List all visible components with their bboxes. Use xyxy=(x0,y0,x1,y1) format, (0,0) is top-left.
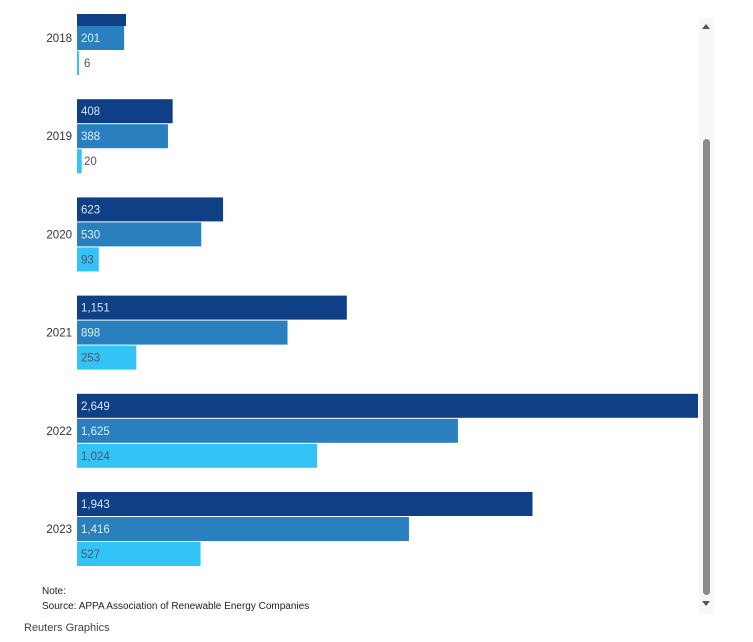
data-label-2019-series-3: 20 xyxy=(84,156,97,168)
data-label-2019-series-1: 408 xyxy=(81,106,100,118)
reuters-graphics-credit: Reuters Graphics xyxy=(24,622,110,634)
vertical-scrollbar[interactable] xyxy=(699,18,714,614)
scroll-up-arrow-icon[interactable] xyxy=(702,24,710,29)
data-label-2021-series-1: 1,151 xyxy=(81,303,110,315)
bar-2021-series-1[interactable] xyxy=(77,295,347,320)
data-label-2018-series-2: 201 xyxy=(81,33,100,45)
data-label-2023-series-1: 1,943 xyxy=(81,499,110,511)
bar-2019-series-3[interactable] xyxy=(77,149,82,174)
bar-2020-series-3[interactable] xyxy=(77,247,99,272)
bar-2022-series-1[interactable] xyxy=(77,393,698,418)
bar-chart: 2018 201620194083882020206235309320211,15… xyxy=(46,14,698,566)
data-label-2023-series-3: 527 xyxy=(81,549,100,561)
bar-2022-series-2[interactable] xyxy=(77,418,458,443)
chart-source: Source: APPA Association of Renewable En… xyxy=(42,601,310,612)
data-label-2018-series-3: 6 xyxy=(84,58,90,70)
bar-2018-series-1-partial[interactable] xyxy=(77,14,126,26)
chart-viewport[interactable]: 2018 201 6 2019 408 388 20 2020 623 530 93 2021 1,15… xyxy=(0,0,700,642)
data-label-2023-series-2: 1,416 xyxy=(81,524,110,536)
bar-2023-series-3[interactable] xyxy=(77,542,201,566)
year-label-2023: 2023 xyxy=(46,524,72,536)
year-label-2018: 2018 xyxy=(46,33,72,45)
data-label-2020-series-2: 530 xyxy=(81,229,100,241)
data-label-2019-series-2: 388 xyxy=(81,131,100,143)
bar-2018-series-3[interactable] xyxy=(77,51,79,75)
bar-2023-series-2[interactable] xyxy=(77,517,409,541)
data-label-2022-series-2: 1,625 xyxy=(81,426,110,438)
year-label-2022: 2022 xyxy=(46,426,72,438)
bar-2022-series-3[interactable] xyxy=(77,443,318,468)
bar-2020-series-1[interactable] xyxy=(77,197,224,222)
year-label-2020: 2020 xyxy=(46,229,72,241)
data-label-2021-series-2: 898 xyxy=(81,328,100,340)
data-label-2021-series-3: 253 xyxy=(81,353,100,365)
year-label-2021: 2021 xyxy=(46,328,72,340)
bar-2018-series-2[interactable] xyxy=(77,26,125,50)
chart-note: Note: xyxy=(42,586,66,597)
data-label-2020-series-1: 623 xyxy=(81,204,100,216)
bar-2020-series-2[interactable] xyxy=(77,222,202,247)
data-label-2022-series-1: 2,649 xyxy=(81,401,110,413)
data-label-2022-series-3: 1,024 xyxy=(81,451,110,463)
data-label-2020-series-3: 93 xyxy=(81,254,94,266)
year-label-2019: 2019 xyxy=(46,131,72,143)
bar-2021-series-3[interactable] xyxy=(77,345,137,370)
scroll-down-arrow-icon[interactable] xyxy=(702,601,710,606)
bar-2021-series-2[interactable] xyxy=(77,320,288,345)
scrollbar-thumb[interactable] xyxy=(703,139,710,595)
bar-2023-series-1[interactable] xyxy=(77,492,533,516)
bar-2019-series-2[interactable] xyxy=(77,124,168,149)
bar-2019-series-1[interactable] xyxy=(77,99,173,124)
